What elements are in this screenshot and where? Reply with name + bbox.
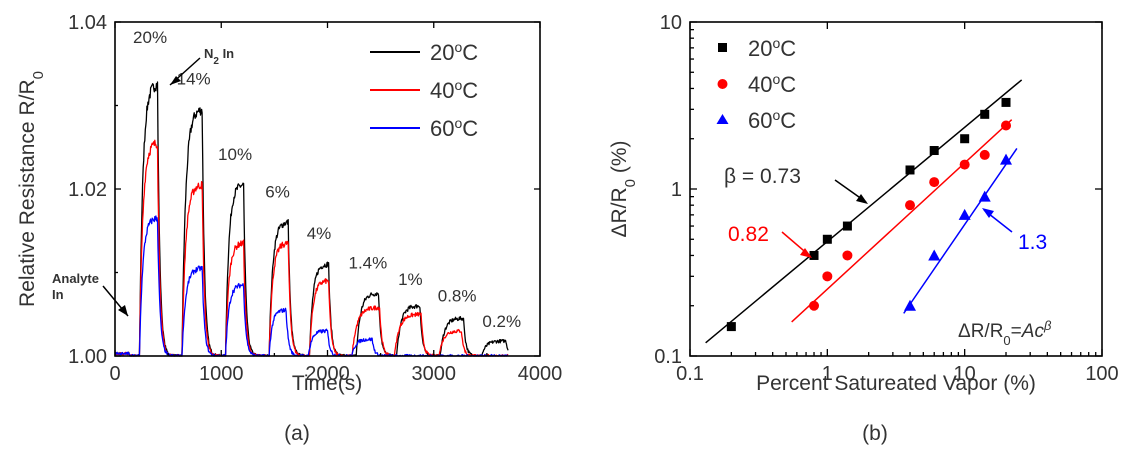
panel-a-concentration-label: 4% — [307, 224, 332, 243]
analyte-in-arrowhead — [118, 305, 128, 316]
panel-b-point-20c — [980, 109, 990, 119]
panel-a-x-tick-label: 1000 — [199, 363, 244, 385]
panel-b-point-20c — [809, 250, 819, 260]
n2-in-arrowhead — [170, 76, 181, 85]
beta-blue-arrowhead — [982, 208, 994, 218]
panel-a-legend: 20oC 40oC 60oC — [370, 39, 478, 141]
panel-b-y-tick-label: 1 — [671, 179, 682, 201]
panel-a-concentration-label: 6% — [265, 182, 290, 201]
panel-a-concentration-label: 1.4% — [349, 253, 388, 272]
panel-a-label: (a) — [284, 422, 310, 445]
panel-b-y-tick-label: 0.1 — [654, 346, 682, 368]
panel-a-concentration-label: 0.8% — [438, 287, 477, 306]
panel-a-y-tick-label: 1.04 — [68, 12, 107, 34]
panel-a-concentration-label: 14% — [177, 70, 211, 89]
legend-b-marker-20c — [718, 43, 727, 52]
panel-b-point-40c — [842, 250, 853, 261]
legend-a-label-40c: 40oC — [430, 77, 478, 103]
legend-a-label-20c: 20oC — [430, 39, 478, 65]
panel-b-point-40c — [822, 271, 833, 282]
panel-b-point-20c — [726, 322, 736, 332]
panel-a-concentration-label: 0.2% — [482, 312, 521, 331]
panel-b-point-60c — [904, 299, 917, 311]
legend-a-label-60c: 60oC — [430, 115, 478, 141]
panel-b-point-40c — [929, 177, 940, 188]
panel-b-point-60c — [978, 190, 991, 202]
panel-a-x-tick-label: 4000 — [518, 363, 563, 385]
legend-b-label-60c: 60oC — [748, 107, 796, 133]
panel-a-ticks: 0 1000 2000 3000 4000 1.00 1.02 1.04 — [68, 12, 562, 385]
n2-in-label: N2 In — [204, 46, 234, 67]
power-law-formula: ΔR/R0=Acβ — [958, 318, 1052, 348]
panel-b-x-tick-label: 100 — [1085, 363, 1118, 385]
panel-b-point-40c — [905, 200, 916, 211]
panel-b-fit-line-20c — [705, 79, 1023, 344]
panel-a-y-tick-label: 1.02 — [68, 179, 107, 201]
panel-b-point-40c — [979, 149, 990, 160]
panel-b-label: (b) — [862, 422, 888, 445]
legend-b-label-40c: 40oC — [748, 71, 796, 97]
panel-a-x-axis-label: Time(s) — [292, 372, 362, 395]
panel-a-annotations: 20% 14% 10% 6% 4% 1.4% 1% 0.8% 0.2% — [133, 28, 521, 331]
beta-blue-label: 1.3 — [1018, 231, 1047, 254]
chart-panel-a: 0 1000 2000 3000 4000 1.00 1.02 1.04 Time(s) Re… — [16, 12, 562, 445]
panel-b-point-40c — [809, 300, 820, 311]
panel-b-point-40c — [959, 159, 970, 170]
panel-b-point-20c — [1001, 97, 1011, 107]
panel-b-point-20c — [822, 234, 832, 244]
analyte-in-callout: Analyte In — [52, 271, 129, 317]
panel-b-fit-line-40c — [791, 119, 1013, 323]
analyte-in-label-line1: Analyte — [52, 271, 99, 286]
beta-black-arrowhead — [856, 194, 868, 204]
panel-b-point-40c — [1001, 120, 1012, 131]
n2-in-callout: N2 In — [169, 46, 234, 86]
beta-red-label: 0.82 — [728, 223, 769, 246]
panel-b-legend: 20oC 40oC 60oC — [716, 35, 796, 133]
panel-b-point-20c — [842, 221, 852, 231]
panel-a-concentration-label: 20% — [133, 28, 167, 47]
legend-b-marker-40c — [717, 79, 728, 89]
panel-b-x-tick-label: 1 — [822, 363, 833, 385]
panel-a-concentration-label: 10% — [218, 145, 252, 164]
panel-a-concentration-label: 1% — [398, 270, 423, 289]
panel-a-y-tick-label: 1.00 — [68, 346, 107, 368]
panel-a-y-axis-label: Relative Resistance R/R0 — [16, 71, 47, 307]
beta-red-arrowhead — [800, 248, 812, 258]
panel-a-x-tick-label: 3000 — [412, 363, 457, 385]
panel-b-point-60c — [1000, 153, 1013, 165]
legend-b-marker-60c — [716, 114, 729, 124]
panel-b-x-tick-label: 10 — [954, 363, 976, 385]
legend-b-label-20c: 20oC — [748, 35, 796, 61]
panel-b-y-axis-label: ΔR/R0 (%) — [608, 140, 639, 237]
panel-b-point-20c — [960, 134, 970, 144]
panel-b-x-tick-label: 0.1 — [676, 363, 704, 385]
analyte-in-label-line2: In — [52, 287, 64, 302]
panel-b-ticks: 0.1 1 10 100 0.1 1 10 — [654, 12, 1119, 385]
panel-b-point-60c — [928, 249, 941, 261]
panel-b-x-axis-label: Percent Satureated Vapor (%) — [756, 372, 1036, 395]
panel-b-y-tick-label: 10 — [660, 12, 682, 34]
panel-b-fit-line-60c — [903, 147, 1018, 314]
panel-b-series-group — [705, 79, 1023, 344]
chart-panel-b: 0.1 1 10 100 0.1 1 10 Percent Satureated Vapor… — [608, 12, 1119, 445]
panel-b-point-20c — [929, 146, 939, 156]
beta-black-label: β = 0.73 — [724, 165, 801, 188]
panel-a-x-tick-label: 2000 — [305, 363, 350, 385]
panel-b-point-60c — [958, 208, 971, 220]
panel-a-x-tick-label: 0 — [109, 363, 120, 385]
panel-b-point-20c — [905, 165, 915, 175]
